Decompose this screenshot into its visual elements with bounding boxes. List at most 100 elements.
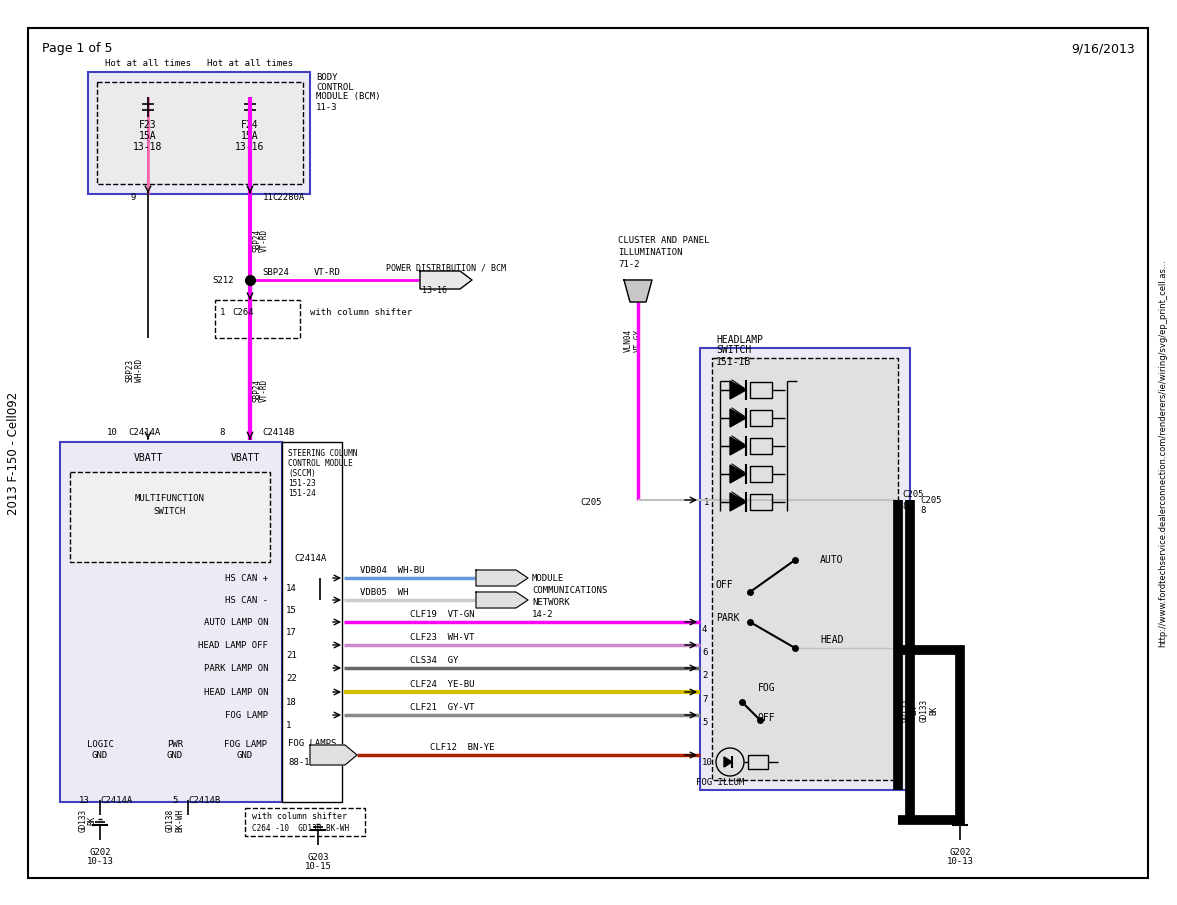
Text: SBP24: SBP24 — [262, 268, 288, 277]
Bar — [215, 300, 300, 338]
Text: HEAD LAMP ON: HEAD LAMP ON — [204, 688, 268, 697]
Text: FOG: FOG — [758, 683, 776, 693]
Text: GD133: GD133 — [79, 808, 87, 832]
Text: BODY: BODY — [315, 72, 338, 81]
Text: VDB05  WH: VDB05 WH — [360, 587, 408, 596]
Text: VT-GY: VT-GY — [633, 329, 643, 351]
Text: CLS34  GY: CLS34 GY — [410, 655, 458, 664]
Polygon shape — [724, 757, 732, 767]
Text: CLF12  BN-YE: CLF12 BN-YE — [430, 742, 494, 751]
Text: PARK LAMP ON: PARK LAMP ON — [204, 663, 268, 672]
Text: VLN04: VLN04 — [624, 329, 632, 351]
Bar — [750, 410, 772, 426]
Text: GD133: GD133 — [899, 699, 909, 721]
Polygon shape — [420, 271, 472, 289]
Text: VBATT: VBATT — [231, 453, 260, 463]
Text: C264 -10  GD138 BK-WH: C264 -10 GD138 BK-WH — [252, 824, 350, 833]
Text: 15: 15 — [286, 606, 297, 615]
Text: ILLUMINATION: ILLUMINATION — [618, 247, 683, 256]
Text: GD138: GD138 — [166, 808, 174, 832]
Text: BK-WH: BK-WH — [175, 808, 185, 832]
Text: MULTIFUNCTION: MULTIFUNCTION — [135, 493, 205, 502]
Text: 151-24: 151-24 — [288, 489, 315, 498]
Text: LOGIC
GND: LOGIC GND — [87, 740, 113, 759]
Text: 17: 17 — [286, 628, 297, 637]
Text: CONTROL: CONTROL — [315, 82, 353, 91]
Bar — [245, 808, 365, 836]
Text: SBP24: SBP24 — [253, 378, 261, 402]
Text: 5: 5 — [173, 795, 178, 805]
Text: C2414A: C2414A — [294, 554, 326, 563]
Text: 6: 6 — [701, 648, 707, 657]
Text: VT-RD: VT-RD — [314, 268, 341, 277]
Text: 11-3: 11-3 — [315, 102, 338, 111]
Text: C264: C264 — [232, 308, 253, 317]
Text: HEADLAMP: HEADLAMP — [716, 335, 763, 345]
Bar — [700, 348, 910, 790]
Bar — [749, 755, 769, 769]
Text: AUTO: AUTO — [820, 555, 844, 565]
Text: with column shifter: with column shifter — [252, 812, 347, 821]
Text: F23: F23 — [139, 120, 157, 130]
Text: C205: C205 — [920, 496, 942, 504]
Text: C205: C205 — [580, 498, 601, 507]
Bar — [88, 72, 310, 194]
Polygon shape — [730, 409, 746, 427]
Text: 5: 5 — [701, 718, 707, 727]
Polygon shape — [730, 465, 746, 483]
Text: AUTO LAMP ON: AUTO LAMP ON — [204, 617, 268, 626]
Bar — [750, 494, 772, 510]
Polygon shape — [730, 437, 746, 455]
Text: S212: S212 — [213, 275, 234, 284]
Text: SWITCH: SWITCH — [716, 345, 751, 355]
Text: 18: 18 — [286, 698, 297, 707]
Text: POWER DISTRIBUTION / BCM: POWER DISTRIBUTION / BCM — [386, 263, 506, 272]
Text: COMMUNICATIONS: COMMUNICATIONS — [532, 586, 607, 595]
Text: 1: 1 — [704, 498, 710, 507]
Text: F24: F24 — [241, 120, 259, 130]
Text: 7: 7 — [701, 695, 707, 704]
Text: G202: G202 — [89, 848, 111, 857]
Text: 10-13: 10-13 — [87, 857, 113, 866]
Text: BK: BK — [910, 705, 918, 715]
Bar — [750, 438, 772, 454]
Text: 71-2: 71-2 — [618, 260, 639, 269]
Text: 8: 8 — [220, 427, 225, 436]
Text: 15A: 15A — [241, 131, 259, 141]
Bar — [750, 466, 772, 482]
Text: MODULE: MODULE — [532, 574, 564, 583]
Text: (SCCM): (SCCM) — [288, 469, 315, 478]
Text: 3: 3 — [920, 645, 925, 654]
Text: FOG LAMPS: FOG LAMPS — [288, 738, 337, 748]
Text: G203: G203 — [307, 853, 328, 862]
Text: CLF19  VT-GN: CLF19 VT-GN — [410, 609, 474, 618]
Text: C2280A: C2280A — [272, 193, 304, 202]
Text: BK: BK — [930, 705, 938, 715]
Text: 13: 13 — [79, 795, 89, 805]
Text: 8: 8 — [902, 501, 907, 510]
Text: PARK: PARK — [716, 613, 739, 623]
Text: HEAD LAMP OFF: HEAD LAMP OFF — [198, 641, 268, 650]
Text: MODULE (BCM): MODULE (BCM) — [315, 92, 380, 101]
Text: Hot at all times: Hot at all times — [105, 59, 191, 68]
Text: CLUSTER AND PANEL: CLUSTER AND PANEL — [618, 235, 710, 244]
Text: HEAD: HEAD — [820, 635, 844, 645]
Text: 14-2: 14-2 — [532, 609, 553, 618]
Text: BK: BK — [87, 815, 97, 824]
Text: 151-1B: 151-1B — [716, 357, 751, 367]
Text: CLF21  GY-VT: CLF21 GY-VT — [410, 702, 474, 711]
Text: http://www.fordtechservice.dealerconnection.com/renderers/ie/wiring/svg/ep_print: http://www.fordtechservice.dealerconnect… — [1158, 259, 1168, 647]
Text: C2414B: C2414B — [262, 427, 294, 436]
Text: FOG ILLUM: FOG ILLUM — [696, 777, 744, 786]
Text: 15A: 15A — [139, 131, 157, 141]
Text: 10-13: 10-13 — [946, 857, 973, 866]
Text: 22: 22 — [286, 674, 297, 683]
Bar — [97, 82, 302, 184]
Text: C205: C205 — [902, 490, 924, 499]
Bar — [69, 472, 270, 562]
Text: with column shifter: with column shifter — [310, 308, 412, 317]
Text: 21: 21 — [286, 651, 297, 660]
Text: 13-16: 13-16 — [235, 142, 265, 152]
Bar — [60, 442, 282, 802]
Polygon shape — [476, 592, 528, 608]
